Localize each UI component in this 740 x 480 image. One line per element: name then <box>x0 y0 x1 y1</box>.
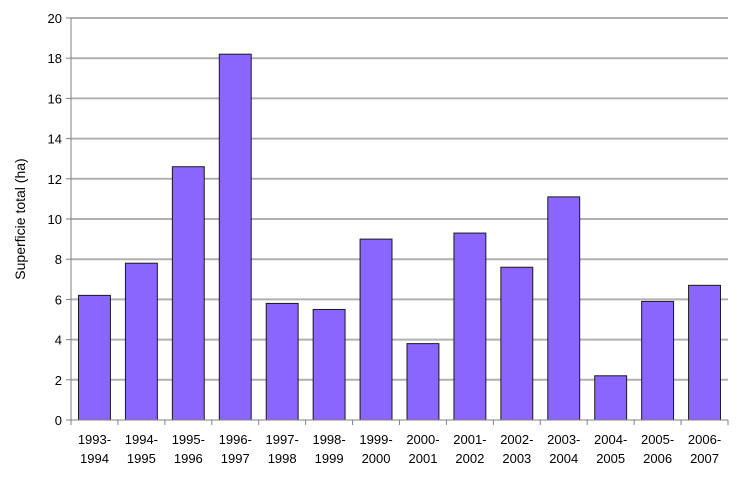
bar <box>218 53 252 421</box>
y-tick-label: 6 <box>55 292 62 307</box>
y-tick-label: 4 <box>55 333 62 348</box>
bar <box>359 238 393 421</box>
bar <box>594 375 628 421</box>
x-tick-label: 2004-2005 <box>594 432 627 466</box>
x-tick-label: 2006-2007 <box>688 432 721 466</box>
x-tick-labels: 1993-1994 1994-1995 1995-1996 1996-1997 1997… <box>70 420 729 466</box>
bar <box>453 232 487 421</box>
bar <box>547 196 581 421</box>
x-tick-label: 1997-1998 <box>266 432 299 466</box>
x-tick-label: 1993-1994 <box>78 432 111 466</box>
x-tick-label: 1998-1999 <box>312 432 345 466</box>
bar <box>124 262 158 421</box>
x-tick-label: 2000-2001 <box>406 432 439 466</box>
grid-lines <box>71 17 728 381</box>
y-tick-label: 16 <box>48 91 62 106</box>
x-tick-label: 1999-2000 <box>359 432 392 466</box>
y-tick-labels: 0 2 4 6 8 10 12 14 16 18 20 <box>48 11 71 428</box>
y-tick-label: 12 <box>48 172 62 187</box>
bar <box>641 300 675 421</box>
x-tick-label: 1994-1995 <box>125 432 158 466</box>
y-tick-label: 8 <box>55 252 62 267</box>
bars <box>78 53 721 421</box>
bar <box>406 343 440 421</box>
bar <box>265 302 299 421</box>
y-axis-title: Superficie total (ha) <box>12 158 28 279</box>
x-tick-label: 2001-2002 <box>453 432 486 466</box>
x-tick-label: 2002-2003 <box>500 432 533 466</box>
bar <box>78 294 111 421</box>
bar <box>312 308 346 421</box>
y-tick-label: 18 <box>48 51 62 66</box>
bar <box>688 284 721 421</box>
y-tick-label: 2 <box>55 373 62 388</box>
x-tick-label: 2005-2006 <box>641 432 674 466</box>
x-tick-label: 1996-1997 <box>219 432 252 466</box>
bar <box>500 266 534 421</box>
x-tick-label: 2003-2004 <box>547 432 580 466</box>
x-tick-label: 1995-1996 <box>172 432 205 466</box>
y-tick-label: 20 <box>48 11 62 26</box>
y-tick-label: 14 <box>48 132 62 147</box>
y-tick-label: 0 <box>55 413 62 428</box>
bar <box>171 166 205 421</box>
y-tick-label: 10 <box>48 212 62 227</box>
